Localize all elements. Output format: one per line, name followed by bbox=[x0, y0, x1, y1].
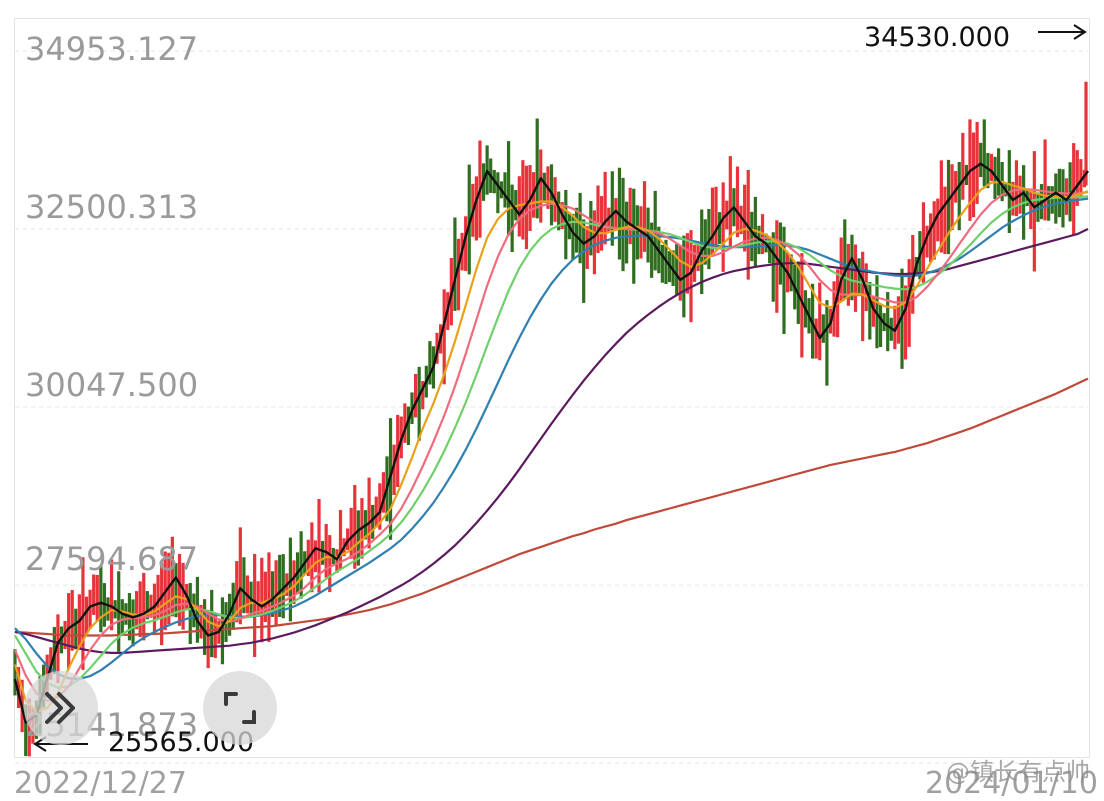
double-chevron-right-icon bbox=[45, 692, 75, 724]
arrow-right-icon bbox=[1038, 24, 1087, 40]
y-tick-label: 32500.313 bbox=[25, 188, 199, 226]
ma-pink-line bbox=[13, 188, 1089, 702]
y-tick-label: 27594.687 bbox=[25, 540, 199, 578]
ma-purple-line bbox=[14, 228, 1089, 654]
ma-green-line bbox=[14, 195, 1089, 689]
fast-forward-button[interactable] bbox=[24, 671, 98, 745]
y-tick-label: 30047.500 bbox=[25, 366, 199, 404]
y-tick-label: 34953.127 bbox=[25, 30, 199, 68]
ma-blue-line bbox=[14, 197, 1089, 681]
x-axis-start-label: 2022/12/27 bbox=[14, 766, 187, 801]
watermark: @镇长有点帅 bbox=[946, 758, 1090, 786]
expand-button[interactable] bbox=[203, 671, 277, 745]
ma-longterm-line bbox=[14, 377, 1089, 637]
fullscreen-corners-icon bbox=[224, 692, 256, 724]
max-price-label: 34530.000 bbox=[864, 22, 1011, 53]
chart-frame bbox=[14, 18, 1090, 758]
ma-black-line bbox=[13, 162, 1089, 724]
